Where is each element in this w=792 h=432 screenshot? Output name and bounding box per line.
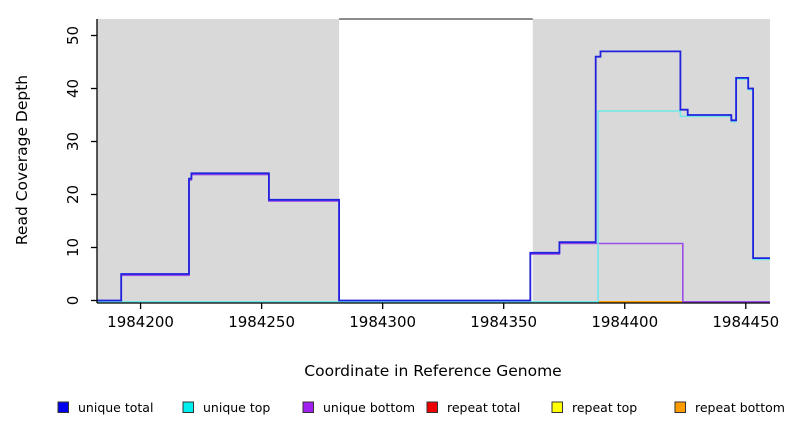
legend-label: repeat total: [447, 400, 520, 415]
legend: unique total unique top unique bottom repea…: [57, 400, 785, 415]
legend-swatch-repeat-top: [551, 401, 563, 413]
legend-label: repeat top: [572, 400, 637, 415]
y-tick-label: 10: [64, 238, 82, 257]
x-tick-label: 1984350: [470, 313, 537, 331]
legend-label: repeat bottom: [695, 400, 785, 415]
series-line-unique-bottom: [97, 173, 770, 303]
x-axis-title: Coordinate in Reference Genome: [304, 362, 561, 380]
y-axis-title: Read Coverage Depth: [13, 75, 31, 245]
y-tick-label: 0: [64, 296, 82, 306]
legend-swatch-repeat-total: [426, 401, 438, 413]
legend-swatch-repeat-bottom: [674, 401, 686, 413]
legend-label: unique top: [203, 400, 270, 415]
x-tick-label: 1984450: [712, 313, 779, 331]
x-tick-label: 1984200: [107, 313, 174, 331]
coverage-series-lines: [97, 50, 770, 303]
shaded-regions: [97, 19, 770, 303]
legend-swatch-unique-total: [57, 401, 69, 413]
y-tick-label: 40: [64, 79, 82, 98]
y-tick-label: 50: [64, 26, 82, 45]
axes: 1984200 1984250 1984300 1984350 1984400 19844…: [64, 19, 779, 331]
series-line-unique-top: [97, 78, 770, 303]
x-tick-label: 1984250: [228, 313, 295, 331]
series-line-unique-total: [97, 50, 770, 302]
legend-label: unique bottom: [323, 400, 415, 415]
shaded-region: [532, 19, 770, 303]
y-tick-label: 30: [64, 132, 82, 151]
legend-swatch-unique-bottom: [302, 401, 314, 413]
x-tick-label: 1984300: [349, 313, 416, 331]
y-tick-label: 20: [64, 185, 82, 204]
legend-swatch-unique-top: [182, 401, 194, 413]
x-tick-label: 1984400: [591, 313, 658, 331]
shaded-region: [97, 19, 340, 303]
legend-label: unique total: [78, 400, 153, 415]
